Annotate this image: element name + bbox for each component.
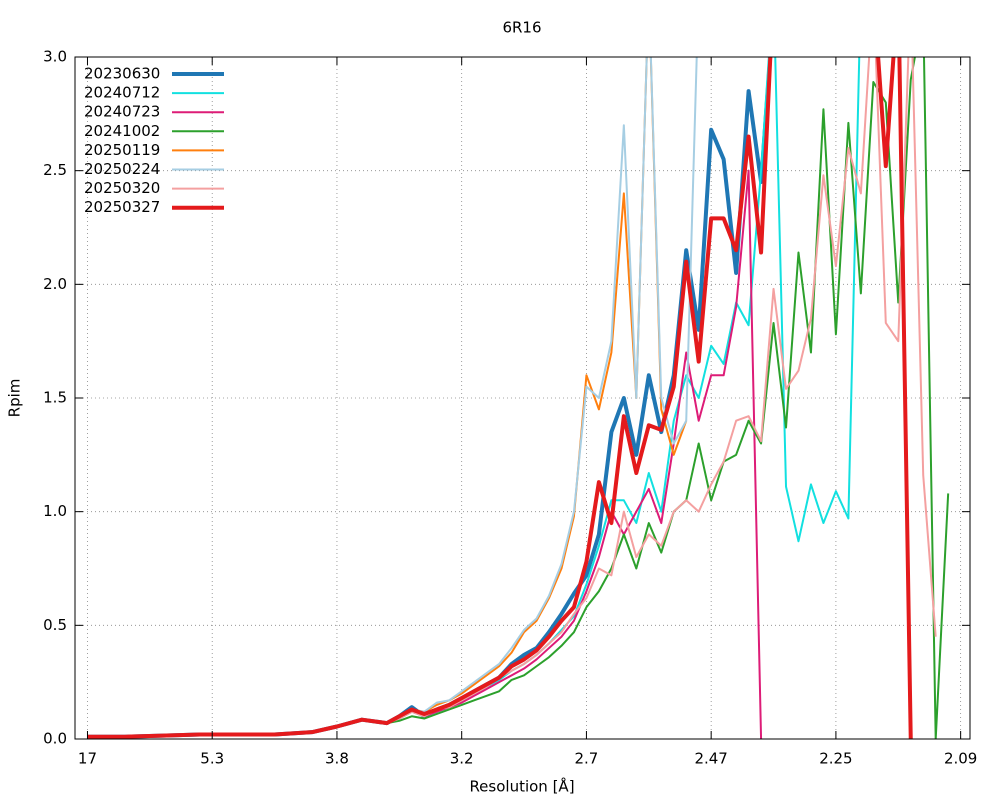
x-tick-label: 17 xyxy=(78,750,97,768)
x-tick-label: 3.2 xyxy=(450,750,474,768)
x-tick-label: 2.25 xyxy=(819,750,852,768)
y-tick-label: 3.0 xyxy=(43,48,67,66)
series-line xyxy=(87,57,773,739)
legend-label: 20241002 xyxy=(84,122,160,140)
series-line xyxy=(87,57,861,738)
chart-title: 6R16 xyxy=(502,19,541,37)
y-tick-label: 0.5 xyxy=(43,616,67,634)
y-tick-label: 2.5 xyxy=(43,161,67,179)
legend-label: 20250320 xyxy=(84,179,160,197)
series-line xyxy=(87,57,688,738)
y-tick-label: 2.0 xyxy=(43,275,67,293)
y-tick-label: 1.0 xyxy=(43,502,67,520)
legend-label: 20250224 xyxy=(84,160,160,178)
legend-label: 20240712 xyxy=(84,84,160,102)
series-line xyxy=(876,57,913,739)
series-line xyxy=(87,57,937,738)
series-line xyxy=(87,169,763,739)
x-tick-label: 3.8 xyxy=(325,750,349,768)
series-line xyxy=(87,57,950,739)
plot-area xyxy=(87,57,950,739)
y-tick-label: 1.5 xyxy=(43,389,67,407)
legend-label: 20240723 xyxy=(84,103,160,121)
legend-label: 20230630 xyxy=(84,65,160,83)
grid xyxy=(75,56,970,740)
x-axis-label: Resolution [Å] xyxy=(469,777,574,796)
legend-label: 20250119 xyxy=(84,141,160,159)
legend-label: 20250327 xyxy=(84,198,160,216)
series-line xyxy=(87,57,773,739)
x-tick-label: 2.47 xyxy=(694,750,727,768)
y-tick-label: 0.0 xyxy=(43,730,67,748)
y-axis-label: Rpim xyxy=(6,379,24,418)
x-tick-label: 2.09 xyxy=(944,750,977,768)
x-tick-label: 5.3 xyxy=(200,750,224,768)
x-tick-label: 2.7 xyxy=(574,750,598,768)
